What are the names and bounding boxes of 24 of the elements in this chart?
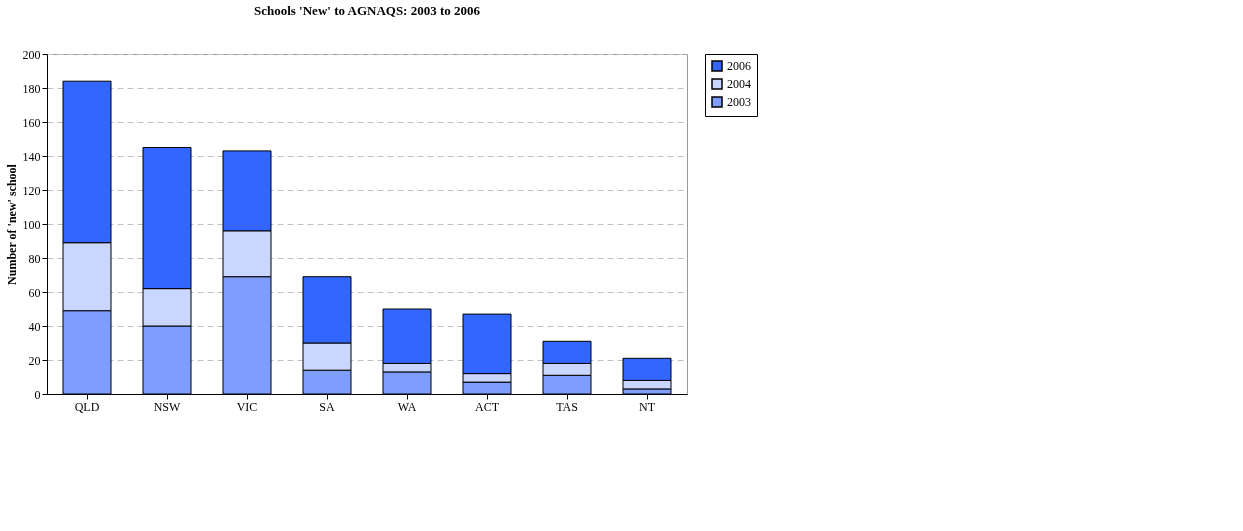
x-tick-label: NT xyxy=(639,399,656,414)
legend-label: 2004 xyxy=(727,77,751,91)
legend-label: 2003 xyxy=(727,95,751,109)
y-tick-label: 200 xyxy=(22,47,41,62)
x-tick-label: VIC xyxy=(236,399,258,414)
y-tick-label: 40 xyxy=(28,319,41,334)
y-tick-label: 160 xyxy=(22,115,41,130)
x-tick-label: TAS xyxy=(556,399,578,414)
y-tick-label: 120 xyxy=(22,183,41,198)
x-tick-label: WA xyxy=(397,399,417,414)
chart-title: Schools 'New' to AGNAQS: 2003 to 2006 xyxy=(253,3,481,18)
y-tick-label: 100 xyxy=(22,217,41,232)
y-axis-title: Number of 'new' school xyxy=(4,163,19,285)
x-tick-label: NSW xyxy=(153,399,181,414)
x-tick-label: SA xyxy=(319,399,335,414)
y-tick-label: 180 xyxy=(22,81,41,96)
x-tick-label: ACT xyxy=(475,399,500,414)
x-tick-label: QLD xyxy=(74,399,100,414)
y-tick-label: 140 xyxy=(22,149,41,164)
y-tick-label: 20 xyxy=(28,353,41,368)
y-tick-label: 80 xyxy=(28,251,41,266)
y-tick-label: 60 xyxy=(28,285,41,300)
legend-label: 2006 xyxy=(727,59,751,73)
y-tick-label: 0 xyxy=(34,387,41,402)
